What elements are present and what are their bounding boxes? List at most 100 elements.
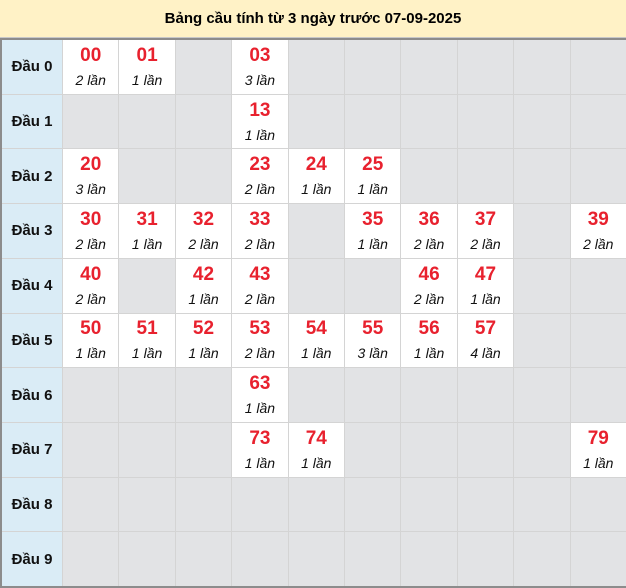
occurrence-count: 1 lần [244,126,276,143]
empty-cell [119,422,175,477]
occurrence-count: 1 lần [357,235,388,252]
occurrence-count: 1 lần [583,454,614,471]
empty-cell [119,368,175,422]
empty-cell [175,40,232,94]
occurrence-count: 3 lần [75,181,106,198]
lottery-number: 00 [80,44,102,66]
number-cell: 23 2 lần [232,149,288,204]
empty-cell [457,477,514,532]
empty-cell [401,149,457,204]
occurrence-count: 1 lần [244,400,276,417]
number-cell: 46 2 lần [401,258,457,313]
empty-cell [570,368,626,422]
occurrence-count: 1 lần [131,235,163,252]
lottery-frequency-table: Đầu 0 00 2 lần 01 1 lần 03 3 lần Đầu 1 13 1 lần Đầ… [0,38,626,588]
row-label: Đầu 7 [2,422,62,477]
occurrence-count: 2 lần [470,235,501,252]
empty-cell [345,94,401,149]
number-cell: 03 3 lần [232,40,288,94]
empty-cell [288,368,344,422]
number-cell: 74 1 lần [288,422,344,477]
empty-cell [514,94,570,149]
empty-cell [514,149,570,204]
number-cell: 36 2 lần [401,204,457,258]
lottery-number: 74 [305,427,327,449]
empty-cell [570,94,626,149]
empty-cell [457,149,514,204]
number-cell: 13 1 lần [232,94,288,149]
lottery-number: 53 [249,318,271,340]
occurrence-count: 1 lần [244,454,276,471]
number-cell: 56 1 lần [401,313,457,368]
empty-cell [570,532,626,586]
number-cell: 00 2 lần [63,40,119,94]
lottery-number: 52 [192,318,215,340]
occurrence-count: 2 lần [413,235,445,252]
empty-cell [175,368,232,422]
empty-cell [401,422,457,477]
number-cell: 47 1 lần [457,258,514,313]
empty-cell [457,532,514,586]
lottery-number: 56 [418,318,440,340]
empty-cell [457,422,514,477]
lottery-number: 33 [249,208,271,230]
lottery-number: 79 [587,427,609,449]
lottery-number: 36 [418,208,440,230]
empty-cell [119,477,175,532]
empty-cell [514,477,570,532]
lottery-number: 24 [305,154,327,176]
empty-cell [232,477,288,532]
lottery-number: 01 [136,44,158,66]
empty-cell [288,94,344,149]
number-cell: 57 4 lần [457,313,514,368]
row-label: Đầu 0 [2,40,62,94]
empty-cell [457,94,514,149]
lottery-number: 37 [474,208,497,230]
empty-cell [514,40,570,94]
occurrence-count: 2 lần [75,71,106,88]
row-label: Đầu 5 [2,313,62,368]
lottery-number: 31 [136,208,158,230]
occurrence-count: 1 lần [75,345,106,362]
number-cell: 52 1 lần [175,313,232,368]
occurrence-count: 2 lần [244,290,276,307]
empty-cell [345,477,401,532]
occurrence-count: 2 lần [413,290,445,307]
empty-cell [119,94,175,149]
row-label: Đầu 6 [2,368,62,422]
occurrence-count: 2 lần [244,345,276,362]
occurrence-count: 2 lần [75,235,106,252]
lottery-number: 55 [362,318,384,340]
empty-cell [401,368,457,422]
empty-cell [514,422,570,477]
number-cell: 39 2 lần [570,204,626,258]
lottery-number: 50 [80,318,102,340]
lottery-number: 42 [192,263,215,285]
empty-cell [345,40,401,94]
occurrence-count: 4 lần [470,345,501,362]
empty-cell [345,258,401,313]
occurrence-count: 1 lần [357,181,388,198]
empty-cell [570,149,626,204]
row-label: Đầu 4 [2,258,62,313]
lottery-number: 23 [249,154,271,176]
lottery-number: 51 [136,318,158,340]
lottery-number: 32 [192,208,215,230]
lottery-number: 03 [249,44,271,66]
lottery-number: 54 [305,318,327,340]
number-cell: 25 1 lần [345,149,401,204]
occurrence-count: 1 lần [470,290,501,307]
empty-cell [570,477,626,532]
row-label: Đầu 9 [2,532,62,586]
number-cell: 01 1 lần [119,40,175,94]
lottery-number: 73 [249,427,271,449]
empty-cell [514,532,570,586]
lottery-number: 46 [418,263,440,285]
number-cell: 31 1 lần [119,204,175,258]
empty-cell [514,258,570,313]
lottery-number: 57 [474,318,497,340]
empty-cell [63,422,119,477]
occurrence-count: 3 lần [357,345,388,362]
occurrence-count: 1 lần [301,345,332,362]
empty-cell [457,368,514,422]
